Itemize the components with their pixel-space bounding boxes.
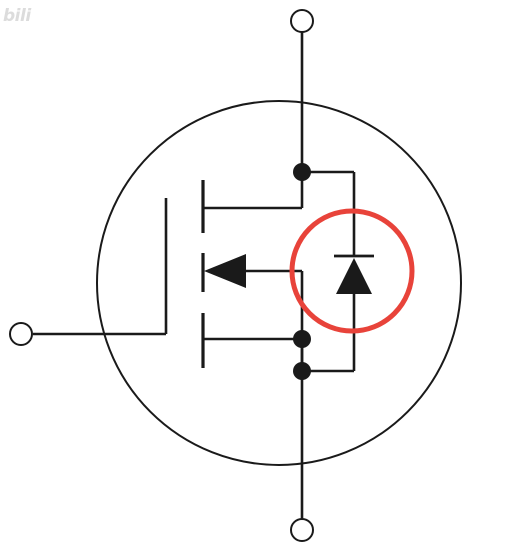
drain-terminal — [290, 9, 314, 33]
source-junction-dot-upper — [293, 330, 311, 348]
body-diode-triangle — [336, 258, 372, 294]
drain-junction-dot — [293, 163, 311, 181]
body-arrow-head — [204, 254, 246, 288]
bilibili-watermark: bili — [3, 6, 31, 26]
source-junction-dot-lower — [293, 362, 311, 380]
source-terminal — [290, 518, 314, 542]
gate-terminal — [9, 322, 33, 346]
diode-highlight-circle — [289, 208, 415, 334]
device-body-circle — [96, 100, 462, 466]
